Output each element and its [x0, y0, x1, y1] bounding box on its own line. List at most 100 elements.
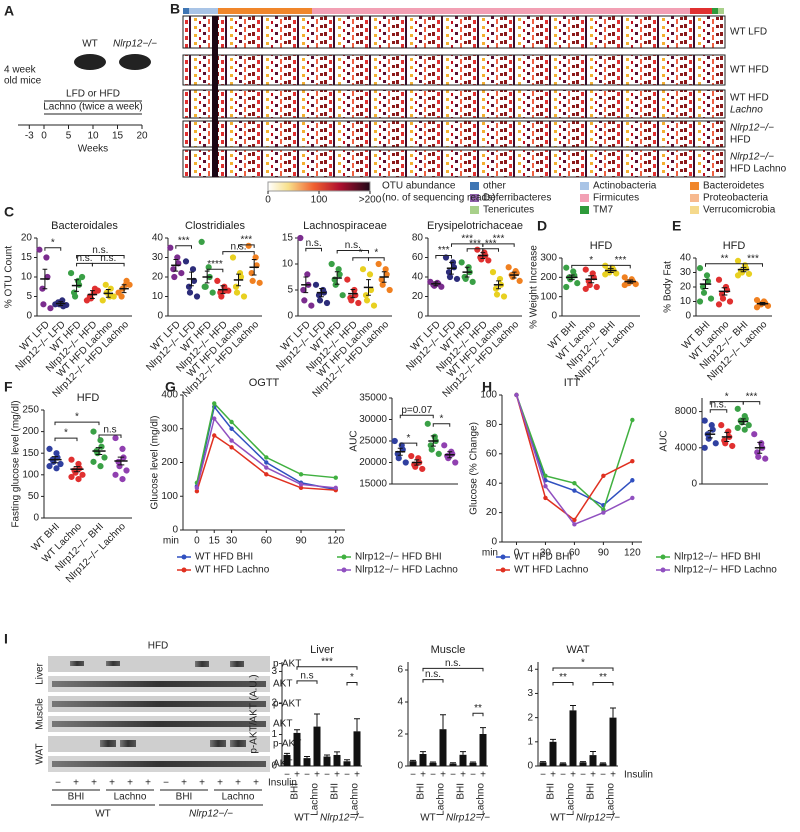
error-bar — [95, 447, 103, 455]
significance-bracket — [175, 245, 192, 249]
error-bar — [480, 252, 486, 259]
x-tick-label: − — [600, 770, 606, 781]
y-axis-label: Glucose level (mg/dl) — [150, 416, 161, 510]
error-bar — [350, 288, 356, 299]
x-tick-label: − — [540, 770, 546, 781]
error-bar — [294, 729, 300, 733]
data-point — [408, 452, 415, 460]
data-point — [90, 428, 97, 435]
error-bar — [480, 727, 486, 734]
x-tick-label: 60 — [261, 536, 273, 547]
data-point — [613, 270, 620, 277]
data-point — [193, 293, 201, 300]
data-point — [225, 287, 232, 294]
bar — [283, 754, 291, 766]
error-bar — [366, 279, 371, 296]
y-axis-label: % OTU Count — [4, 246, 15, 308]
data-point — [126, 281, 133, 288]
error-bar — [550, 738, 556, 742]
error-bar — [314, 713, 320, 727]
data-point — [167, 244, 174, 251]
data-point — [734, 424, 741, 431]
legend-marker — [660, 554, 666, 560]
x-tick-label: − — [430, 770, 436, 781]
genotype-label: Nlrp12−/− — [320, 813, 364, 824]
tick-label: 0 — [265, 195, 271, 206]
data-point — [123, 277, 130, 284]
legend-swatch — [580, 194, 589, 202]
error-bar — [334, 271, 340, 285]
data-point — [402, 459, 409, 466]
y-tick-label: 0 — [287, 311, 293, 322]
y-tick-label: 8000 — [675, 406, 698, 417]
significance-label: n.s. — [425, 669, 441, 680]
legend-label: Tenericutes — [483, 205, 534, 216]
data-point — [485, 257, 492, 264]
data-point — [572, 481, 577, 486]
band-label: AKT — [273, 719, 292, 730]
y-tick-label: 0 — [417, 311, 423, 322]
error-bar — [334, 751, 340, 755]
y-tick-label: 300 — [161, 423, 178, 434]
data-point — [335, 266, 342, 273]
chart-title: Bacteroidales — [51, 220, 118, 232]
data-point — [458, 259, 465, 266]
significance-bracket — [336, 249, 369, 254]
data-point — [198, 238, 205, 245]
y-tick-label: 20 — [152, 272, 164, 283]
data-point — [312, 281, 320, 288]
chart-title: OGTT — [249, 377, 280, 389]
y-tick-label: 0 — [157, 311, 163, 322]
data-point — [543, 473, 548, 479]
x-tick-label: 90 — [598, 548, 610, 559]
y-tick-label: 60 — [486, 448, 498, 459]
significance-label: ** — [599, 672, 607, 683]
data-point — [601, 473, 606, 479]
bar — [539, 762, 547, 766]
band-label: p-AKT — [273, 739, 301, 750]
data-point — [308, 302, 315, 309]
significance-label: ** — [559, 672, 567, 683]
significance-label: * — [359, 247, 363, 258]
error-bar — [344, 759, 350, 762]
data-point — [438, 283, 445, 290]
y-axis-label: AUC — [659, 430, 670, 451]
legend-swatch — [580, 182, 589, 190]
data-point — [36, 246, 43, 253]
data-point — [382, 266, 389, 273]
data-point — [68, 473, 75, 481]
data-point — [344, 276, 351, 283]
data-point — [621, 281, 628, 289]
data-point — [323, 299, 331, 307]
data-point — [734, 257, 742, 264]
error-bar — [433, 281, 439, 287]
x-tick-label: + — [610, 770, 616, 781]
significance-label: *** — [178, 235, 190, 246]
band-label: AKT — [273, 759, 292, 770]
lane-label: + — [73, 778, 79, 789]
genotype-label: WT — [95, 809, 111, 820]
significance-label: * — [350, 672, 354, 683]
data-point — [442, 254, 450, 261]
error-bar — [121, 284, 127, 294]
legend-marker — [500, 567, 506, 573]
data-point — [194, 485, 200, 491]
panel-label: F — [4, 379, 13, 395]
data-point — [202, 283, 209, 290]
data-point — [572, 517, 577, 523]
blot-title: HFD — [148, 641, 169, 652]
data-point — [297, 234, 304, 242]
error-bar — [511, 271, 517, 279]
data-point — [696, 298, 704, 305]
tick-label: 20 — [136, 131, 148, 142]
error-bar — [324, 754, 330, 757]
data-point — [229, 254, 237, 261]
bar — [449, 763, 457, 766]
significance-label: * — [51, 237, 55, 248]
data-point — [379, 281, 386, 288]
x-tick-label: − — [560, 770, 566, 781]
x-tick-label: 30 — [540, 548, 552, 559]
data-point — [722, 440, 729, 447]
data-point — [123, 467, 130, 474]
treatment-label: Lachno — [222, 792, 255, 803]
